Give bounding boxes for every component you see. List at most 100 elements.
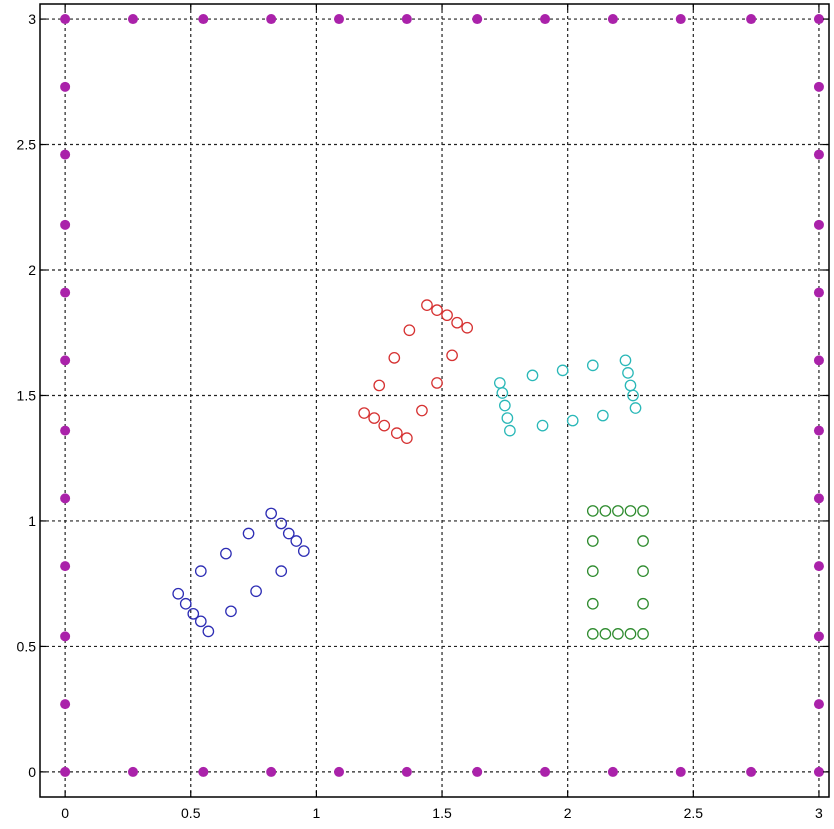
series-4 bbox=[586, 505, 649, 640]
plot-area-frame bbox=[39, 3, 830, 798]
data-point bbox=[586, 628, 599, 640]
data-point bbox=[421, 299, 433, 311]
data-point bbox=[813, 355, 824, 366]
data-point bbox=[566, 414, 579, 427]
data-point bbox=[586, 505, 599, 517]
data-point bbox=[536, 419, 549, 432]
data-point bbox=[556, 364, 569, 377]
data-point bbox=[220, 547, 232, 560]
data-point bbox=[813, 14, 824, 25]
data-point bbox=[501, 412, 514, 424]
data-point bbox=[368, 412, 381, 424]
x-tick-label: 2 bbox=[564, 805, 572, 821]
data-point bbox=[60, 561, 71, 572]
data-point bbox=[127, 14, 138, 25]
data-point bbox=[599, 505, 612, 517]
data-point bbox=[496, 387, 509, 399]
data-point bbox=[451, 316, 463, 329]
data-point bbox=[441, 309, 453, 322]
data-point bbox=[586, 565, 599, 577]
data-point bbox=[275, 565, 288, 577]
data-point bbox=[202, 625, 215, 638]
data-point bbox=[472, 766, 483, 777]
data-point bbox=[290, 535, 303, 547]
data-point bbox=[629, 402, 642, 414]
data-points bbox=[60, 14, 824, 777]
data-point bbox=[60, 493, 71, 504]
data-point bbox=[675, 766, 686, 777]
data-point bbox=[586, 597, 599, 610]
data-point bbox=[637, 597, 649, 610]
x-tick-label: 0.5 bbox=[181, 805, 201, 821]
data-point bbox=[282, 527, 295, 540]
x-tick-label: 0 bbox=[61, 805, 69, 821]
data-point bbox=[586, 359, 599, 372]
data-point bbox=[401, 432, 413, 444]
data-point bbox=[242, 527, 255, 540]
data-point bbox=[60, 766, 71, 777]
x-tick-label: 1.5 bbox=[432, 805, 452, 821]
y-axis-tick-labels: 0 0.5 1 1.5 2 2.5 3 bbox=[17, 11, 37, 780]
data-point bbox=[612, 505, 624, 517]
data-point bbox=[401, 14, 412, 25]
data-point bbox=[624, 628, 637, 640]
data-point bbox=[172, 587, 185, 600]
data-point bbox=[401, 766, 412, 777]
data-point bbox=[637, 535, 649, 547]
data-point bbox=[403, 324, 416, 337]
data-point bbox=[472, 14, 483, 25]
data-point bbox=[198, 766, 209, 777]
data-point bbox=[431, 377, 443, 389]
data-point bbox=[390, 427, 403, 439]
data-point bbox=[627, 389, 639, 402]
data-point bbox=[746, 766, 757, 777]
data-point bbox=[179, 597, 192, 610]
data-point bbox=[813, 766, 824, 777]
y-tick-label: 0 bbox=[28, 764, 36, 780]
data-point bbox=[60, 149, 71, 160]
data-point bbox=[813, 219, 824, 230]
data-point bbox=[358, 407, 370, 419]
data-point bbox=[194, 565, 207, 577]
y-tick-label: 1.5 bbox=[17, 387, 37, 403]
y-tick-label: 2.5 bbox=[17, 137, 37, 153]
data-point bbox=[813, 287, 824, 298]
data-point bbox=[60, 631, 71, 642]
data-point bbox=[275, 517, 288, 530]
data-point bbox=[373, 379, 386, 392]
data-point bbox=[622, 367, 634, 379]
x-tick-label: 1 bbox=[313, 805, 321, 821]
data-point bbox=[637, 628, 649, 640]
data-point bbox=[127, 766, 138, 777]
series-1 bbox=[172, 507, 310, 638]
series-0 bbox=[60, 14, 824, 777]
data-point bbox=[266, 766, 277, 777]
series-2 bbox=[358, 299, 474, 444]
data-point bbox=[499, 399, 511, 412]
data-point bbox=[60, 81, 71, 92]
data-point bbox=[265, 507, 278, 520]
y-tick-label: 0.5 bbox=[17, 638, 37, 654]
data-point bbox=[526, 369, 539, 382]
data-point bbox=[540, 766, 551, 777]
data-point bbox=[198, 14, 209, 25]
data-point bbox=[813, 493, 824, 504]
data-point bbox=[607, 766, 618, 777]
data-point bbox=[813, 561, 824, 572]
data-point bbox=[607, 14, 618, 25]
data-point bbox=[624, 505, 637, 517]
y-tick-label: 3 bbox=[28, 11, 36, 27]
data-point bbox=[813, 425, 824, 436]
data-point bbox=[597, 409, 609, 422]
data-point bbox=[746, 14, 757, 25]
data-point bbox=[493, 377, 506, 389]
series-3 bbox=[493, 354, 642, 437]
data-point bbox=[60, 287, 71, 298]
data-point bbox=[60, 699, 71, 710]
x-axis-tick-labels: 0 0.5 1 1.5 2 2.5 3 bbox=[61, 805, 823, 821]
data-point bbox=[187, 607, 200, 620]
data-point bbox=[60, 355, 71, 366]
data-point bbox=[378, 419, 391, 432]
data-point bbox=[619, 354, 632, 367]
